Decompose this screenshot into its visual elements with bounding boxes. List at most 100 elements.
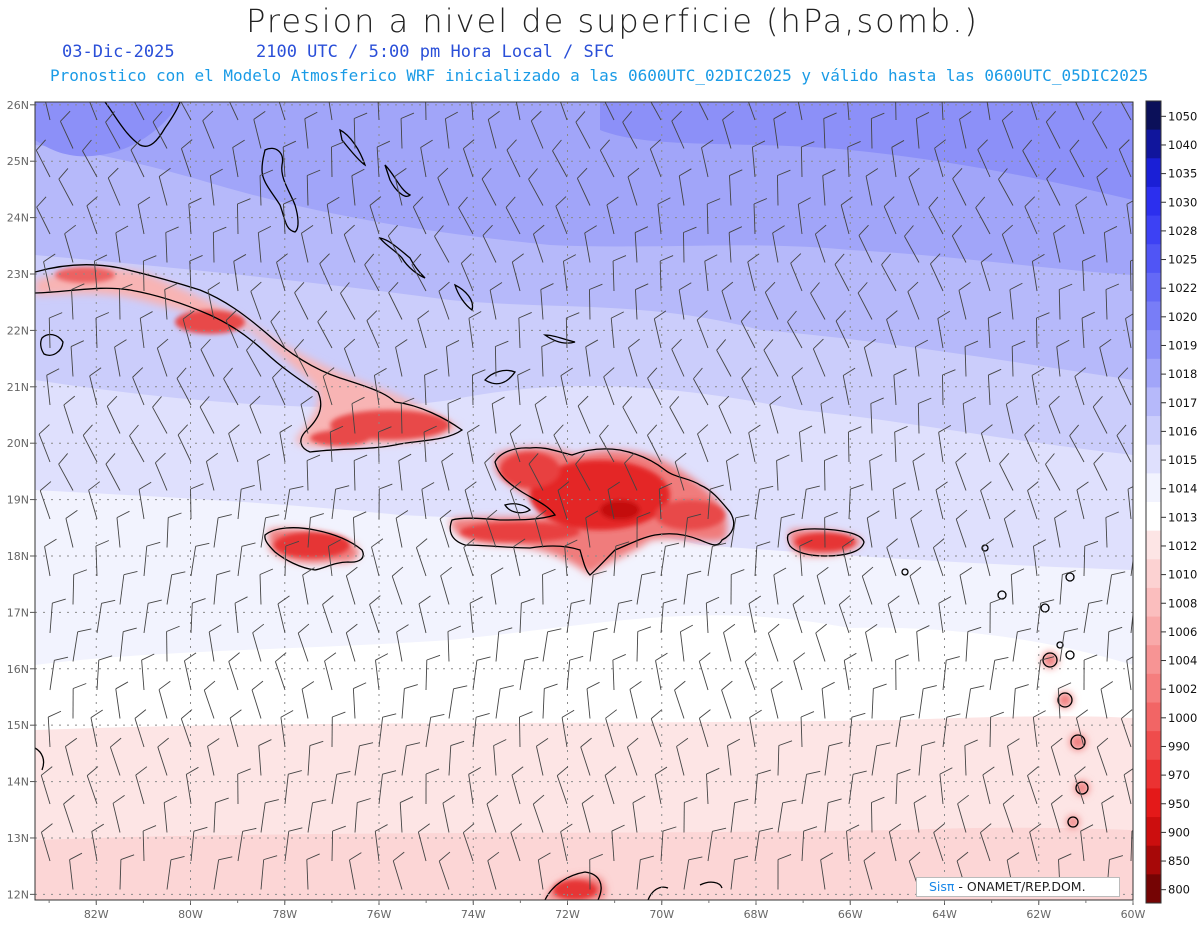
wind-barb <box>913 795 927 833</box>
wind-barb <box>528 168 544 206</box>
wind-barb <box>91 823 104 862</box>
wind-barb <box>887 595 900 634</box>
wind-barb <box>916 625 930 662</box>
wind-barb <box>237 827 257 862</box>
wind-barb <box>915 339 929 377</box>
wind-barb <box>329 425 344 463</box>
wind-barb <box>398 453 412 491</box>
wind-barb <box>158 680 171 719</box>
lon-label: 62W <box>1026 908 1051 921</box>
wind-barb <box>982 538 995 577</box>
wind-barb <box>1007 738 1020 776</box>
wind-barb <box>1103 226 1118 263</box>
wind-barb <box>655 652 668 691</box>
wind-barb <box>799 539 813 577</box>
lon-label: 76W <box>367 908 392 921</box>
wind-barb <box>881 253 897 292</box>
wind-barb <box>777 740 793 776</box>
wind-barb <box>71 283 85 320</box>
lat-label: 12N <box>7 888 29 901</box>
wind-barb <box>815 623 827 662</box>
colorbar-swatch <box>1146 817 1161 847</box>
wind-barb <box>415 538 428 577</box>
colorbar-swatch <box>1146 416 1161 446</box>
wind-barb <box>1075 709 1089 748</box>
wind-barb <box>418 595 431 634</box>
wind-barb <box>1093 452 1108 491</box>
wind-barb <box>400 397 415 434</box>
wind-barb <box>1058 283 1073 320</box>
credit-brand: Sisπ <box>929 879 955 894</box>
wind-barb <box>519 598 535 634</box>
wind-barb <box>741 367 756 406</box>
wind-barb <box>412 196 427 235</box>
wind-barb <box>411 253 427 292</box>
wind-barb <box>698 652 711 691</box>
wind-barb <box>1116 424 1132 463</box>
wind-barb <box>612 654 626 691</box>
wind-barb <box>729 169 743 206</box>
wind-barb <box>378 713 397 748</box>
colorbar-label: 990 <box>1168 739 1190 753</box>
wind-barb <box>166 571 186 605</box>
wind-barb <box>237 542 256 577</box>
wind-barb <box>533 224 545 263</box>
lat-label: 13N <box>7 832 29 845</box>
wind-barb <box>114 339 127 377</box>
wind-barb <box>848 484 864 520</box>
wind-barb <box>376 140 391 178</box>
wind-barb <box>964 739 978 776</box>
wind-barb <box>823 454 838 491</box>
wind-barb <box>63 395 76 434</box>
colorbar-swatch <box>1146 330 1161 360</box>
wind-barb <box>952 167 967 206</box>
colorbar-swatch <box>1146 129 1161 159</box>
wind-barb <box>88 481 101 520</box>
wind-barb <box>790 253 803 292</box>
wind-barb <box>351 168 365 206</box>
wind-barb <box>612 255 627 292</box>
wind-barb <box>96 599 116 634</box>
wind-barb <box>653 310 667 349</box>
wind-barb <box>669 396 685 434</box>
wind-barb <box>189 255 203 292</box>
wind-barb <box>417 310 430 349</box>
wind-barb <box>1024 196 1038 235</box>
wind-barb <box>1046 167 1061 206</box>
wind-barb <box>660 598 677 634</box>
colorbar-swatch <box>1146 845 1161 875</box>
wind-barb <box>511 766 524 805</box>
wind-barb <box>566 599 585 634</box>
wind-barb <box>156 338 169 377</box>
wind-barb <box>671 338 685 377</box>
wind-barb <box>322 595 334 634</box>
colorbar-label: 1019 <box>1168 338 1197 352</box>
wind-barb <box>1027 481 1039 520</box>
wind-barb <box>395 510 409 548</box>
wind-barb <box>792 595 805 634</box>
wind-barb <box>942 713 961 748</box>
wind-barb <box>770 680 783 719</box>
wind-barb <box>754 769 771 805</box>
wind-barb <box>613 541 630 577</box>
wind-barb <box>1056 339 1070 377</box>
wind-barb <box>199 396 215 434</box>
wind-barb <box>659 255 674 292</box>
wind-barb <box>259 568 274 605</box>
longitude-axis: 82W 80W 78W 76W 74W 72W 70W 68W 66W 64W 62W 60W <box>48 900 1146 921</box>
wind-barb <box>284 485 304 520</box>
wind-barb <box>49 598 66 634</box>
wind-barb <box>249 395 262 434</box>
wind-barb <box>324 652 337 691</box>
wind-barb <box>566 655 584 691</box>
wind-barb <box>542 568 556 605</box>
wind-barb <box>164 283 178 320</box>
wind-barb <box>1105 283 1120 320</box>
wind-barb <box>1120 709 1133 748</box>
colorbar-swatch <box>1146 158 1161 188</box>
colorbar-swatch <box>1146 301 1161 331</box>
wind-barb <box>438 281 450 320</box>
wind-barb <box>624 452 638 491</box>
wind-barb <box>223 367 239 406</box>
wind-barb <box>634 226 649 263</box>
